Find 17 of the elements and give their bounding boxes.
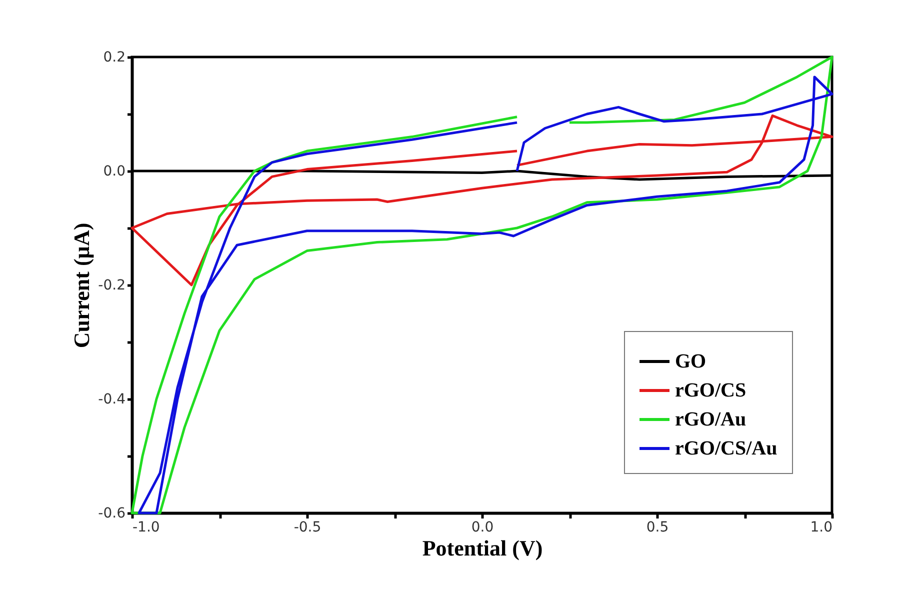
x-tick-label: 1.0 [810,520,832,536]
y-axis-title: Current (µA) [69,222,94,348]
y-tick-label: 0.2 [103,50,126,66]
legend-label: rGO/CS/Au [675,438,778,460]
legend-label: rGO/CS [675,380,746,402]
y-tick-label: -0.6 [98,506,126,522]
legend-label: GO [675,350,706,372]
x-tick-label: -0.5 [294,520,322,536]
x-tick-label: 0.0 [471,520,494,536]
y-tick-label: 0.0 [103,164,126,180]
x-axis-title: Potential (V) [422,536,543,560]
x-tick-label: 0.5 [646,520,669,536]
y-tick-label: -0.4 [98,392,126,408]
legend-label: rGO/Au [675,408,746,430]
line-series [130,114,834,286]
x-tick-label: -1.0 [132,520,160,536]
y-tick-label: -0.2 [98,278,126,294]
